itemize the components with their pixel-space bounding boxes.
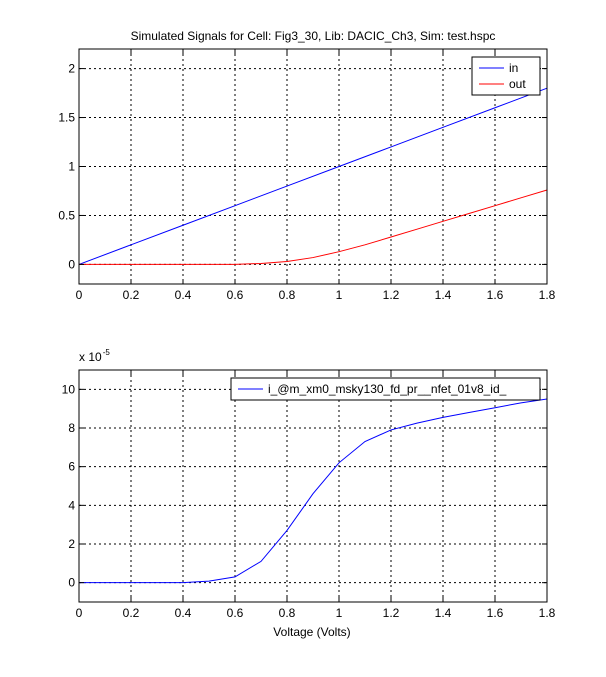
top-legend-label: in	[509, 61, 518, 75]
top-xtick-label: 0.8	[279, 288, 296, 302]
bottom-xtick-label: 1.4	[435, 606, 452, 620]
top-xtick-label: 1.8	[539, 288, 556, 302]
plot-bottom: 0 0.2 0.4 0.6 0.8 1 1.2 1.4 1.6 1.8 0 2 4 6 8 10 x 10 -5 V…	[62, 348, 556, 639]
bottom-xtick-label: 0.6	[227, 606, 244, 620]
bottom-ytick-label: 0	[68, 576, 75, 590]
bottom-xtick-label: 0.8	[279, 606, 296, 620]
top-xtick-label: 1	[336, 288, 343, 302]
bottom-legend-label: i_@m_xm0_msky130_fd_pr__nfet_01v8_id_	[268, 382, 507, 396]
top-ytick-label: 1	[68, 160, 75, 174]
top-legend-box	[471, 56, 541, 96]
top-xtick-label: 1.2	[383, 288, 400, 302]
series-in-line	[78, 87, 548, 265]
top-legend: in out	[471, 56, 541, 96]
top-ytick-label: 0.5	[58, 208, 75, 222]
top-xtick-label: 0.4	[175, 288, 192, 302]
y-multiplier-label: x 10	[79, 350, 102, 364]
top-legend-label: out	[509, 77, 526, 91]
top-xtick-label: 1.4	[435, 288, 452, 302]
series-out-line	[79, 189, 548, 265]
bottom-xtick-label: 0	[76, 606, 83, 620]
bottom-axes-area	[79, 370, 547, 602]
bottom-xtick-label: 0.4	[175, 606, 192, 620]
top-xtick-label: 0	[76, 288, 83, 302]
bottom-axes-box	[78, 369, 548, 603]
plot-top: 0 0.2 0.4 0.6 0.8 1 1.2 1.4 1.6 1.8 0 0.5 1 1.5 2 in out	[58, 48, 556, 302]
top-ytick-label: 0	[68, 257, 75, 271]
bottom-xtick-label: 1.8	[539, 606, 556, 620]
bottom-ytick-label: 10	[62, 382, 76, 396]
top-xtick-label: 0.2	[123, 288, 140, 302]
bottom-xtick-label: 1.2	[383, 606, 400, 620]
series-current-line	[79, 398, 548, 584]
bottom-legend-box	[230, 377, 541, 401]
bottom-xtick-label: 1	[336, 606, 343, 620]
bottom-xtick-label: 1.6	[487, 606, 504, 620]
bottom-legend: i_@m_xm0_msky130_fd_pr__nfet_01v8_id_	[230, 377, 541, 401]
bottom-ytick-label: 2	[68, 537, 75, 551]
bottom-xtick-label: 0.2	[123, 606, 140, 620]
top-ytick-label: 2	[68, 62, 75, 76]
figure-title: Simulated Signals for Cell: Fig3_30, Lib…	[131, 29, 496, 43]
bottom-ytick-label: 8	[68, 421, 75, 435]
bottom-ytick-label: 6	[68, 460, 75, 474]
top-xtick-label: 1.6	[487, 288, 504, 302]
bottom-ytick-label: 4	[68, 498, 75, 512]
top-xtick-label: 0.6	[227, 288, 244, 302]
x-axis-label: Voltage (Volts)	[273, 625, 350, 639]
top-ytick-label: 1.5	[58, 111, 75, 125]
y-multiplier-exponent: -5	[103, 348, 111, 357]
